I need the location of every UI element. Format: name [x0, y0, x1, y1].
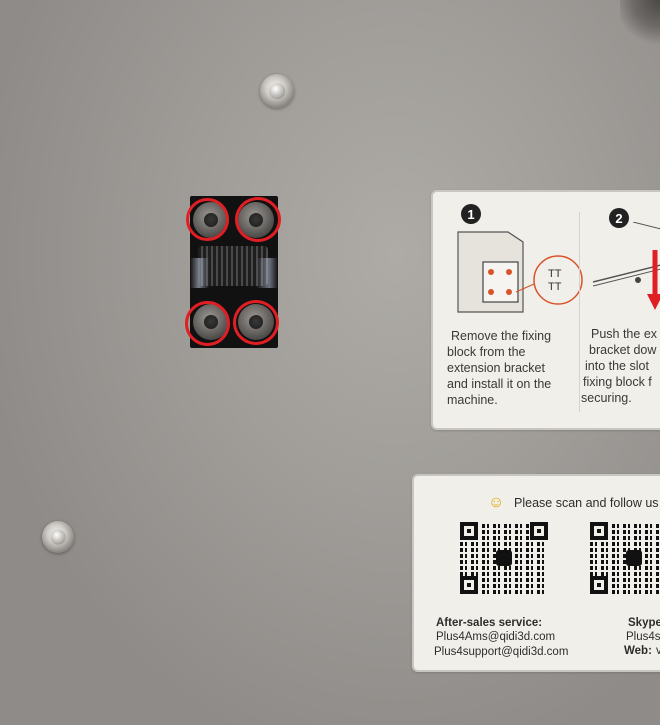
- highlight-circle-4: [233, 300, 279, 345]
- top-screw: [260, 74, 294, 108]
- qr-finder: [590, 522, 608, 540]
- step2-number-badge: 2: [609, 208, 629, 228]
- web-value: v: [656, 645, 660, 657]
- skype-label: Skype: [628, 617, 660, 629]
- qr-finder: [460, 522, 478, 540]
- email-1: Plus4Ams@qidi3d.com: [436, 631, 556, 643]
- qr-code-1: [460, 522, 548, 594]
- step2-line-1: Push the ex: [591, 327, 658, 341]
- step1-line-5: machine.: [447, 393, 498, 407]
- top-screw-head: [269, 83, 285, 99]
- svg-text:TT: TT: [548, 281, 562, 293]
- step1-line-4: and install it on the: [447, 377, 552, 391]
- smiley-icon: ☺: [488, 494, 505, 511]
- step1-illustration: TT TT: [457, 231, 583, 313]
- highlight-circle-2: [235, 197, 281, 242]
- left-screw: [42, 521, 74, 553]
- step2-illustration: [592, 222, 660, 310]
- web-label: Web:: [624, 645, 652, 657]
- corner-shadow: [620, 0, 660, 45]
- step2-line-4: fixing block f: [583, 375, 652, 389]
- step2-line-2: bracket dow: [589, 343, 657, 357]
- card-divider: [579, 212, 580, 412]
- step1-line-3: extension bracket: [447, 361, 545, 375]
- qr-logo: [626, 550, 642, 566]
- qr-logo: [496, 550, 512, 566]
- qr-finder: [530, 522, 548, 540]
- skype-value: Plus4s: [626, 631, 660, 643]
- svg-text:TT: TT: [548, 268, 562, 280]
- scan-header: Please scan and follow us: [514, 496, 659, 510]
- qr-finder: [460, 576, 478, 594]
- left-screw-head: [50, 529, 66, 545]
- after-sales-label: After-sales service:: [436, 617, 543, 629]
- light-glint: [190, 258, 278, 288]
- highlight-circle-3: [185, 301, 230, 346]
- email-2: Plus4support@qidi3d.com: [434, 646, 569, 658]
- step1-number: 1: [467, 206, 475, 222]
- qr-code-2: [590, 522, 660, 594]
- step2-number: 2: [615, 210, 623, 226]
- qr-finder: [590, 576, 608, 594]
- step1-line-1: Remove the fixing: [451, 329, 552, 343]
- instruction-card: 1 TT TT Remove the fixing block from the…: [431, 190, 660, 430]
- contact-card: ☺ Please scan and follow us After-sales …: [412, 474, 660, 672]
- step1-number-badge: 1: [461, 204, 481, 224]
- highlight-circle-1: [186, 198, 229, 241]
- step1-line-2: block from the: [447, 345, 526, 359]
- step2-line-5: securing.: [581, 391, 632, 405]
- step2-line-3: into the slot: [585, 359, 649, 373]
